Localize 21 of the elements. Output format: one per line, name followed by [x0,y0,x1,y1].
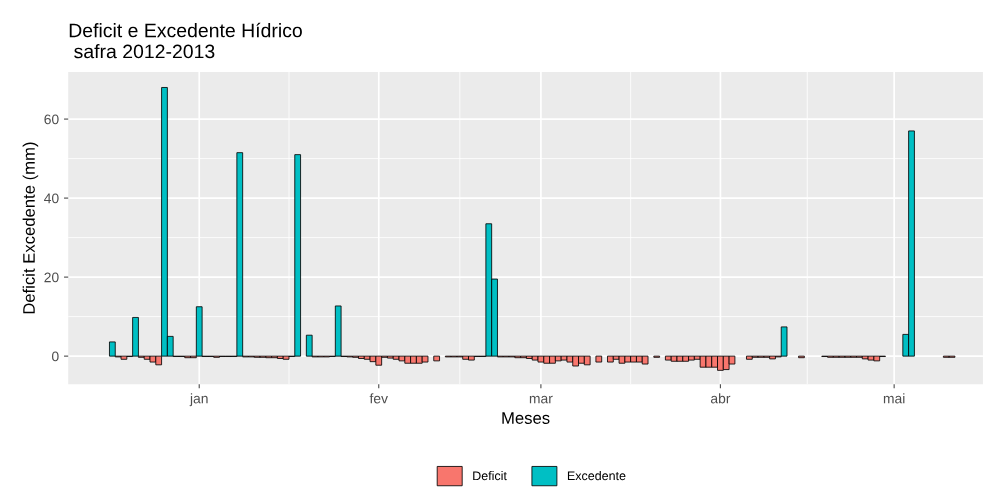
x-tick-label: mar [529,395,553,404]
x-tick-label: abr [710,393,731,404]
y-axis-title: Deficit Excedente (mm) [22,142,39,314]
y-tick-label: 0 [52,351,59,362]
y-tick-label: 60 [44,114,59,125]
bar [607,355,614,363]
bar [595,355,603,363]
chart-title: Deficit e Excedente Hídrico safra 2012-2013 [69,22,302,59]
legend-label: Excedente [567,471,626,481]
bar [109,341,116,357]
legend-label: Deficit [473,471,507,481]
y-tick-label: 20 [44,272,59,283]
bar [664,355,672,361]
x-tick-label: fev [369,393,388,404]
x-axis-title: Meses [502,412,550,424]
x-tick-label: mai [883,393,905,404]
bar [746,355,753,360]
x-tick-label: jan [189,393,208,407]
bar [433,355,440,362]
bar [305,334,313,357]
y-tick-label: 40 [44,193,59,204]
